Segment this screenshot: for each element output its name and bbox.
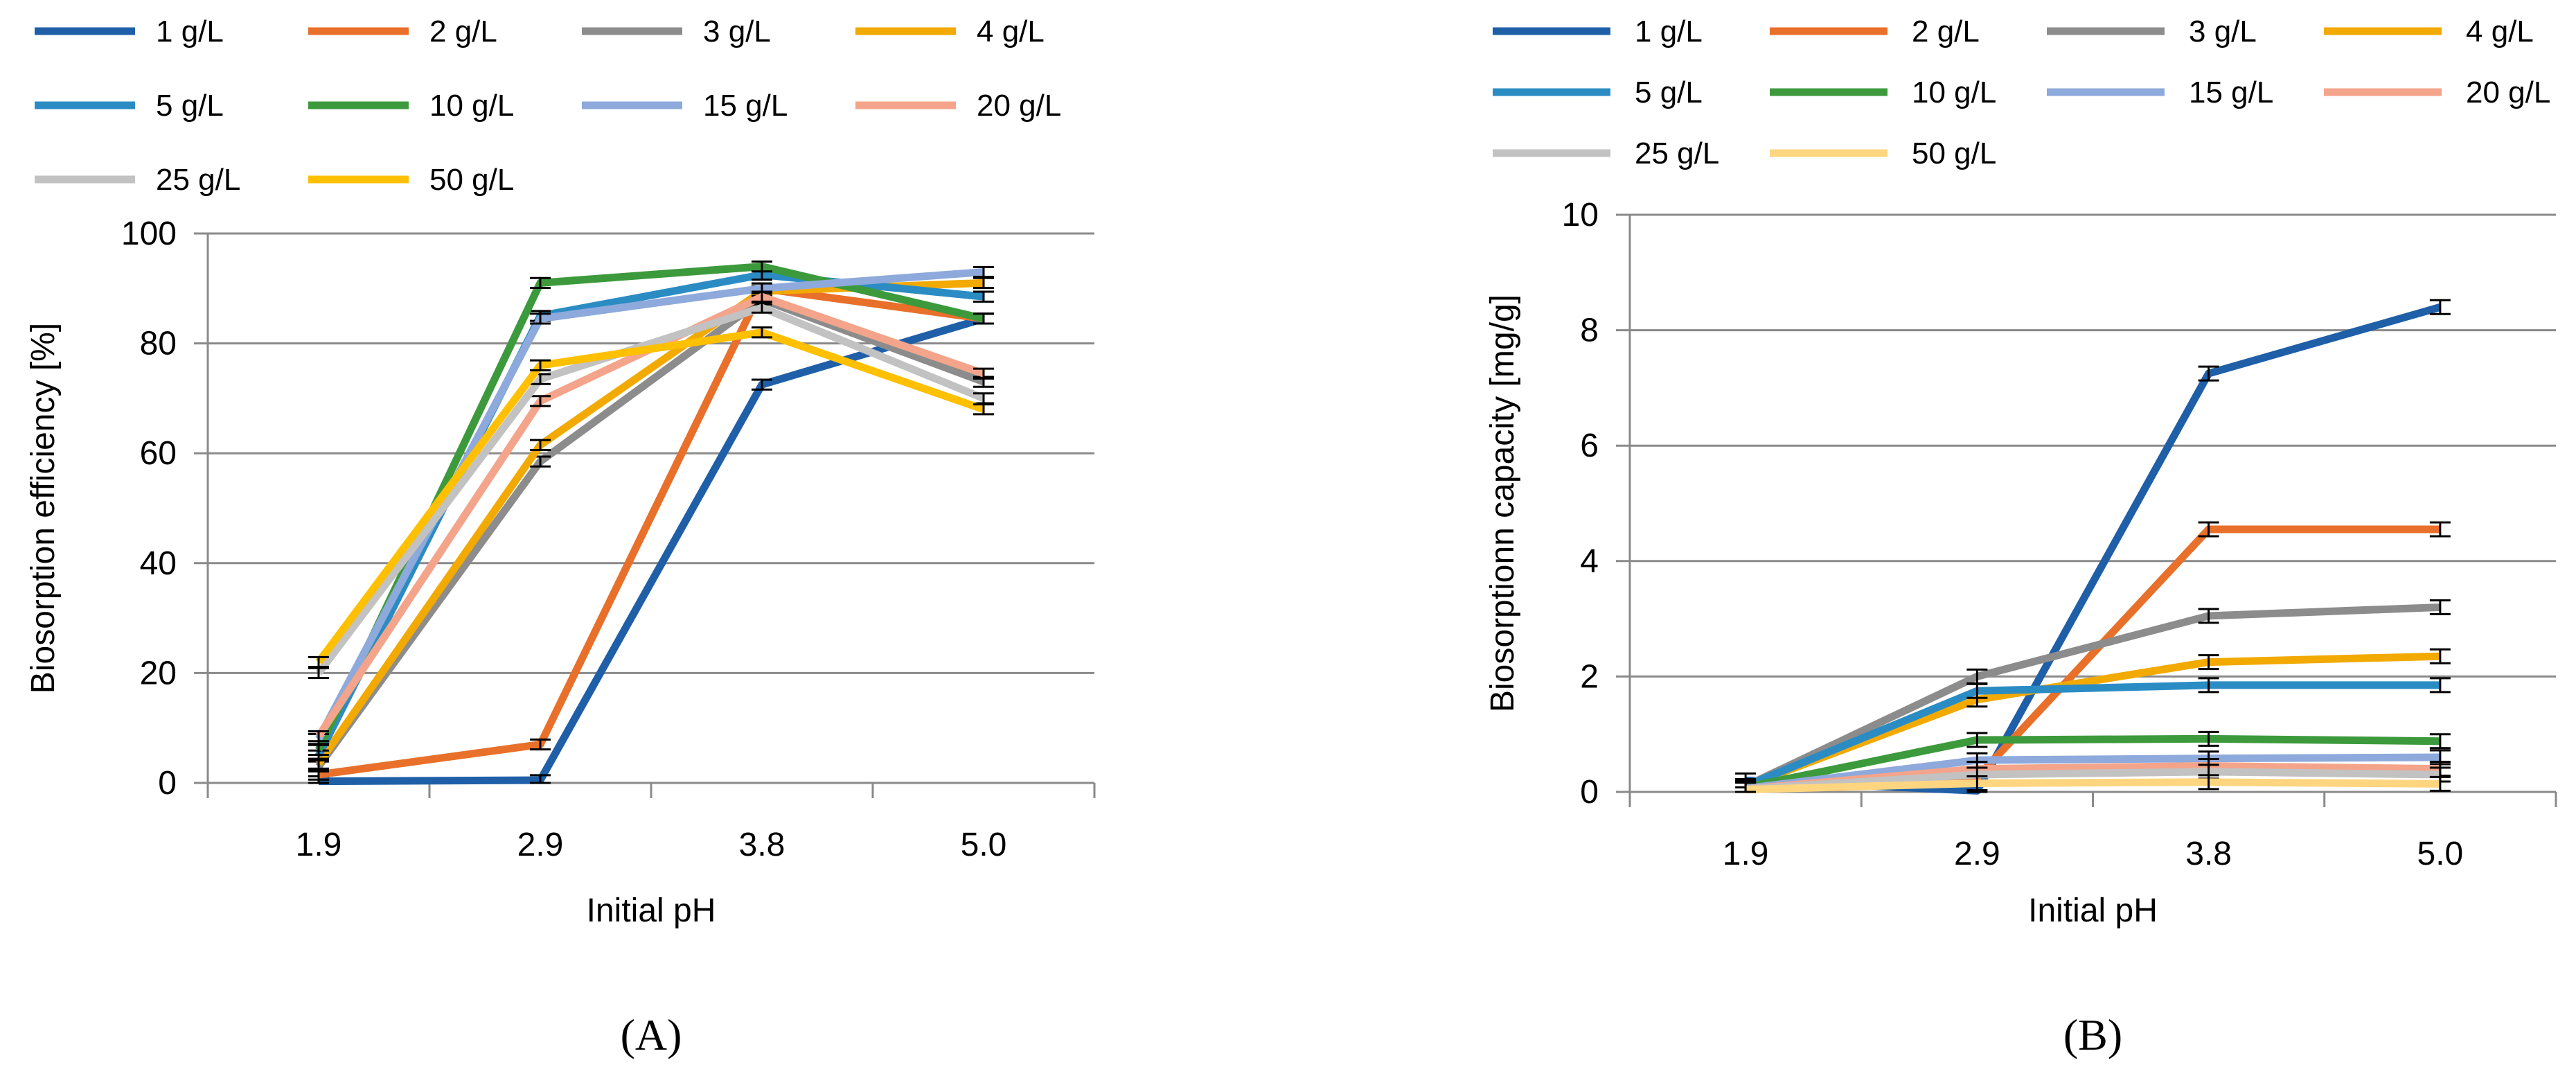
legend-item: 4 g/L [855,15,1045,48]
legend-label: 4 g/L [2466,15,2534,48]
series-line-10-g-l [1745,734,2440,791]
y-tick-label: 40 [140,545,177,582]
y-tick-label: 6 [1580,427,1599,464]
legend-item: 20 g/L [855,89,1061,123]
legend-label: 20 g/L [977,89,1061,123]
series-line-25-g-l [1745,768,2440,793]
panel-label: (A) [621,1010,682,1059]
x-tick-label: 5.0 [2417,836,2464,872]
legend-item: 25 g/L [35,163,240,197]
y-axis-title: Biosorptionn capacity [mg/g] [1484,294,1521,712]
legend-label: 3 g/L [2189,15,2257,48]
legend-item: 3 g/L [2047,15,2257,48]
x-axis-title: Initial pH [587,892,716,929]
legend-item: 10 g/L [308,89,514,123]
legend-item: 25 g/L [1493,136,1719,170]
legend-label: 2 g/L [1912,15,1980,48]
legend-label: 5 g/L [1635,76,1703,109]
legend-item: 4 g/L [2324,15,2534,48]
legend-label: 25 g/L [1635,136,1719,170]
legend-item: 50 g/L [1770,136,1996,170]
legend-item: 10 g/L [1770,76,1996,109]
legend-item: 2 g/L [1770,15,1980,48]
chart-panel-a: 0 20 40 60 80 100 1.9 2.9 3.8 5.0 Initial pH Biosor… [25,15,1096,1059]
legend-label: 3 g/L [703,15,771,48]
legend: 1 g/L 2 g/L 3 g/L 4 g/L 5 g/L 10 g/L 15 g/L 20 … [1493,15,2550,170]
x-tick-label: 2.9 [1954,836,2000,872]
x-tick-label: 5.0 [961,827,1007,863]
legend-label: 10 g/L [429,89,514,123]
legend-label: 2 g/L [429,15,497,48]
legend-item: 15 g/L [582,89,788,123]
legend-label: 15 g/L [703,89,788,123]
y-tick-label: 8 [1580,312,1599,349]
legend: 1 g/L 2 g/L 3 g/L 4 g/L 5 g/L 10 g/L 15 g/L 20 … [35,15,1061,197]
legend-item: 1 g/L [1493,15,1703,48]
legend-item: 5 g/L [35,89,224,123]
y-tick-label: 10 [1562,197,1599,233]
legend-item: 50 g/L [308,163,514,197]
legend-label: 5 g/L [156,89,224,123]
y-tick-label: 4 [1580,543,1599,580]
legend-label: 1 g/L [1635,15,1703,48]
legend-label: 1 g/L [156,15,224,48]
legend-label: 25 g/L [156,163,240,197]
y-tick-label: 80 [140,326,177,362]
series-line-25-g-l [315,303,986,676]
legend-item: 2 g/L [308,15,497,48]
y-tick-label: 2 [1580,658,1599,695]
legend-item: 1 g/L [35,15,224,48]
legend-item: 5 g/L [1493,76,1703,109]
y-tick-label: 60 [140,435,177,472]
panel-label: (B) [2063,1010,2122,1059]
y-tick-label: 100 [121,215,177,252]
y-tick-label: 20 [140,655,177,691]
x-tick-label: 1.9 [1723,836,1769,872]
legend-label: 50 g/L [1912,136,1996,170]
legend-label: 15 g/L [2189,76,2273,109]
series-line-5-g-l [1744,681,2440,790]
series-line-3-g-l [315,295,985,769]
series-line-3-g-l [1743,603,2441,790]
y-tick-label: 0 [1580,774,1599,811]
series-line-15-g-l [1745,753,2440,793]
legend-label: 10 g/L [1912,76,1996,109]
y-tick-label: 0 [158,765,177,802]
series-line-4-g-l [1744,652,2441,790]
chart-panel-b: 0 2 4 6 8 10 1.9 2.9 3.8 5.0 Initial pH Biosorption… [1484,15,2557,1059]
x-axis-title: Initial pH [2028,892,2158,929]
x-tick-label: 1.9 [296,827,342,863]
legend-label: 50 g/L [429,163,514,197]
series-line-50-g-l [1745,778,2440,794]
legend-item: 15 g/L [2047,76,2273,109]
legend-item: 20 g/L [2324,76,2550,109]
series-line-2-g-l [318,284,984,779]
legend-label: 4 g/L [977,15,1045,48]
x-tick-label: 3.8 [2185,836,2232,872]
series-line-50-g-l [315,328,985,664]
x-tick-label: 2.9 [517,827,564,863]
legend-label: 20 g/L [2466,76,2550,109]
series-line-1-g-l [1745,303,2442,795]
x-tick-label: 3.8 [739,827,785,863]
y-axis-title: Biosorption efficiency [%] [25,323,62,694]
legend-item: 3 g/L [582,15,771,48]
